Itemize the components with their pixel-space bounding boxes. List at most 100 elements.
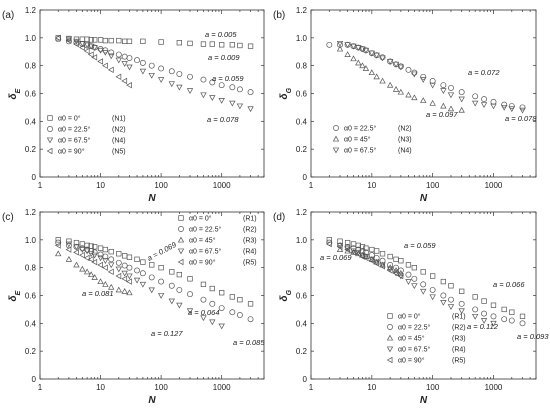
data-point <box>247 106 254 113</box>
data-point <box>440 102 447 109</box>
y-tick-label: 0.2 <box>25 347 37 356</box>
data-point <box>362 254 369 262</box>
data-point <box>79 265 86 272</box>
data-point <box>139 68 147 75</box>
legend-marker <box>177 258 184 266</box>
data-point <box>168 68 175 75</box>
x-tick-label: 10 <box>367 383 376 392</box>
legend-label: α0 = 45° <box>344 136 371 144</box>
data-point <box>107 66 114 74</box>
x-tick-label: 1000 <box>485 383 503 392</box>
legend: α0 = 0° (R1) α0 = 22.5° (R2) α0 = 45° (R3) α0 … <box>177 215 257 267</box>
x-tick-label: 10 <box>96 383 105 392</box>
data-point <box>121 53 128 60</box>
slope-annotation: a = 0.069 <box>320 253 352 262</box>
series-4 <box>54 242 132 285</box>
data-point <box>107 268 114 276</box>
data-point <box>102 50 109 56</box>
data-point <box>115 266 122 273</box>
data-point <box>176 40 182 46</box>
data-point <box>158 265 164 271</box>
y-tick-label: 1.2 <box>25 208 37 217</box>
slope-annotation: a = 0.005 <box>205 30 237 39</box>
data-point <box>87 51 94 58</box>
data-point <box>397 269 405 276</box>
data-point <box>97 278 104 285</box>
y-tick-label: 0.2 <box>296 145 308 154</box>
data-point <box>411 283 418 290</box>
y-tick-label: 0 <box>303 375 308 384</box>
y-tick-label: 0.6 <box>296 90 308 99</box>
y-axis-label: δE <box>8 88 22 99</box>
slope-annotation: a = 0.059 <box>404 241 436 250</box>
legend-code: (R5) <box>243 260 257 267</box>
data-point <box>209 41 215 47</box>
y-tick-label: 0 <box>303 173 308 182</box>
legend-code: (N4) <box>398 148 412 155</box>
data-point <box>97 245 104 251</box>
data-point <box>218 323 225 330</box>
x-tick-label: 1000 <box>213 181 231 190</box>
data-point <box>65 38 72 45</box>
data-point <box>362 65 370 71</box>
data-point <box>55 239 62 246</box>
data-point <box>344 51 351 57</box>
data-point <box>115 272 122 280</box>
series-0 <box>55 35 254 49</box>
data-point <box>490 98 497 105</box>
data-point <box>83 42 91 49</box>
data-point <box>447 304 455 310</box>
data-point <box>149 262 155 268</box>
data-point <box>91 54 98 61</box>
data-point <box>126 81 132 89</box>
data-point <box>420 269 426 275</box>
y-tick-label: 1.0 <box>296 236 308 245</box>
legend-code: (R5) <box>452 358 466 365</box>
data-point <box>387 253 393 260</box>
data-point <box>115 57 122 64</box>
data-point <box>247 301 254 307</box>
x-axis-label: N <box>148 395 156 406</box>
data-point <box>519 107 526 114</box>
data-point <box>209 95 216 101</box>
plot-frame <box>310 211 537 380</box>
data-point <box>236 86 243 93</box>
data-point <box>481 298 487 304</box>
data-point <box>440 278 447 285</box>
legend-marker <box>332 135 340 142</box>
data-point <box>108 53 115 60</box>
x-axis-label: N <box>420 395 428 406</box>
data-point <box>472 306 479 313</box>
data-point <box>386 59 394 65</box>
y-tick-label: 1.2 <box>25 6 37 15</box>
legend-marker <box>46 147 53 155</box>
data-point <box>359 244 366 250</box>
legend-label: α0 = 22.5° <box>344 125 377 133</box>
panel-b: 0 0.2 0.4 0.6 0.8 1.0 1.2 1 10 100 1000 NδG (b) α0 = … <box>273 6 537 204</box>
data-point <box>501 101 508 108</box>
legend-code: (R1) <box>452 314 466 321</box>
y-tick-label: 0.8 <box>296 264 308 273</box>
data-point <box>397 64 405 71</box>
data-point <box>54 242 61 249</box>
data-point <box>458 89 465 96</box>
data-point <box>187 73 193 80</box>
series-2 <box>55 250 133 296</box>
data-point <box>405 271 412 278</box>
panel-label: (d) <box>273 212 285 223</box>
data-point <box>397 88 405 95</box>
x-tick-label: 100 <box>154 383 168 392</box>
legend-marker <box>46 137 54 144</box>
data-point <box>229 309 236 316</box>
data-point <box>176 84 183 91</box>
data-point <box>490 302 497 308</box>
data-point <box>122 253 128 259</box>
series-4 <box>325 240 404 280</box>
data-point <box>379 262 386 269</box>
data-point <box>471 313 479 320</box>
data-point <box>66 238 72 244</box>
data-point <box>392 267 400 273</box>
data-point <box>108 283 115 290</box>
data-point <box>186 308 194 315</box>
data-point <box>350 55 357 62</box>
